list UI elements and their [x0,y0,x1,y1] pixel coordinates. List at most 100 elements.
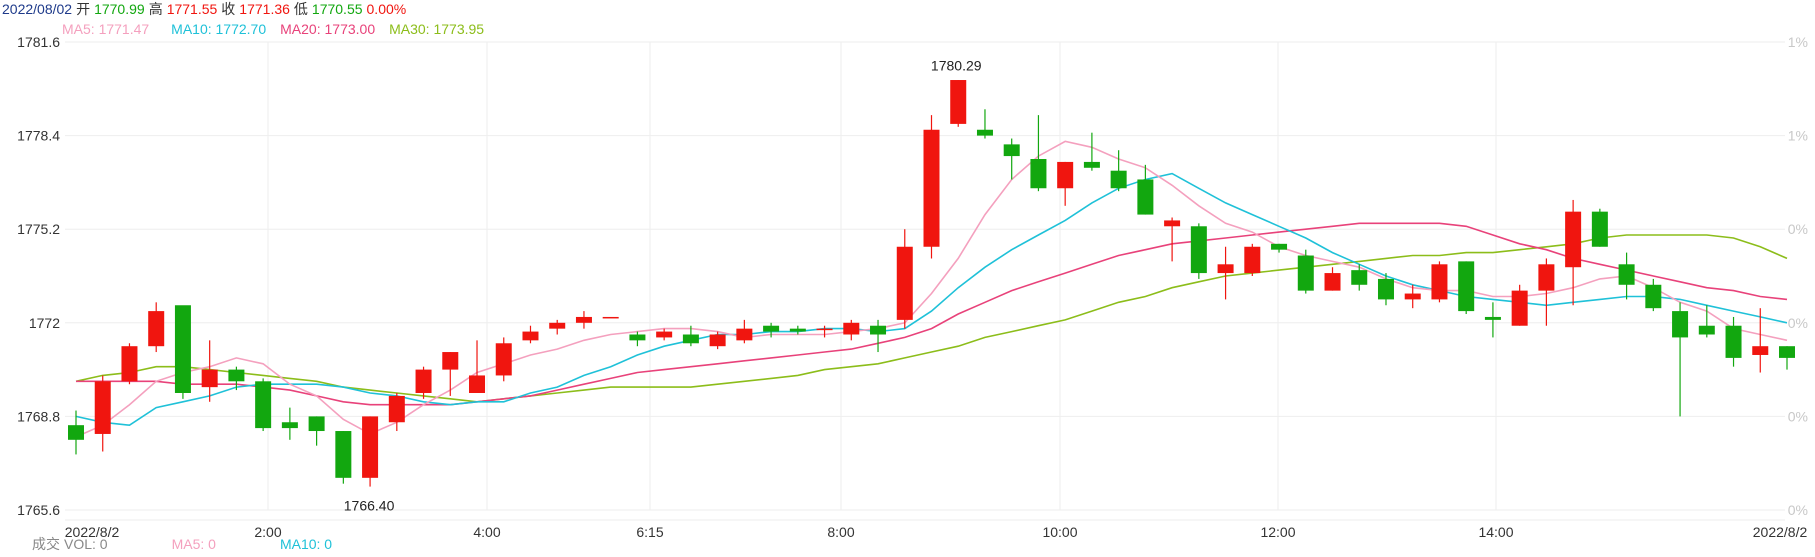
candle [976,109,993,139]
moving-average-lines [75,140,1788,438]
candle [1137,164,1154,215]
candle-body [1110,170,1127,189]
candle-body [228,369,245,382]
candle [174,305,191,399]
x-tick-label: 2022/8/2 [65,524,120,540]
candle-body [308,416,325,432]
candle [1431,261,1448,303]
candle-body [1779,346,1795,358]
bar-date: 2022/08/02 [2,1,73,17]
y-tick-label: 1768.8 [17,408,60,424]
candle [121,343,138,385]
candle [495,337,512,382]
candle [763,322,780,338]
candle-body [1164,220,1181,227]
change-value: 0.00% [366,1,407,17]
candle [682,325,699,347]
candle-body [469,375,486,393]
right-tick-label: 0% [1788,221,1808,237]
candle-body [976,129,993,136]
candle [575,311,592,329]
candle-body [1618,264,1635,285]
right-tick-label: 1% [1788,128,1808,144]
ma30-legend: MA30: 1773.95 [389,21,485,37]
candle [549,319,566,335]
candle-body [1725,325,1742,358]
candle [789,325,806,335]
ma30-line [75,234,1788,403]
candle-body [442,352,459,370]
candle [1725,316,1742,367]
y-tick-label: 1778.4 [17,128,60,144]
y-tick-label: 1772 [29,315,60,331]
candle-body [763,325,780,332]
candle-body [1404,293,1421,300]
grid-lines [65,41,1785,521]
low-annotation: 1766.40 [344,498,395,514]
candle-body [1672,311,1689,338]
close-value: 1771.36 [239,1,290,17]
candle [522,325,539,344]
candle [362,416,379,487]
candle-body [950,80,967,124]
candle [1779,346,1795,370]
open-label: 开 [76,1,91,17]
ma10-legend: MA10: 1772.70 [171,21,267,37]
candle [1351,264,1368,291]
candle-body [335,431,352,478]
candle [442,352,459,396]
candle [1752,308,1769,373]
candle-body [1565,211,1582,268]
y-tick-label: 1781.6 [17,34,60,50]
candle-body [1003,144,1020,157]
candle-body [1431,264,1448,300]
candle [1030,115,1047,192]
candle [94,375,111,452]
candle-body [362,416,379,478]
low-value: 1770.55 [311,1,363,17]
candle [656,328,673,341]
candle-body [682,334,699,344]
candle [1057,161,1074,206]
candle-body [1645,284,1662,309]
vol-value: VOL: 0 [64,536,108,552]
right-tick-label: 1% [1788,34,1808,50]
candle-body [843,322,860,335]
candle-body [174,305,191,393]
candle [896,229,913,329]
ma10-line [75,172,1788,427]
candle-body [816,328,833,331]
candle-body [201,369,218,388]
right-tick-label: 0% [1788,502,1808,518]
candle [148,302,165,353]
candle [1698,305,1715,338]
candle [1511,284,1528,326]
candle-body [1698,325,1715,335]
candle-body [415,369,432,393]
x-tick-label: 4:00 [473,524,500,540]
candle-body [736,328,753,341]
candle-body [495,343,512,376]
candle [201,340,218,402]
candle [1083,132,1100,171]
axis-labels: 1781.6 1% 1778.4 1% 1775.2 0% 1772 0% 1768.8 0% 17… [17,34,1808,540]
candles [68,80,1795,487]
volume-label: 成交 [32,536,60,552]
candle [870,319,887,353]
candle-body [1057,161,1074,189]
candle-body [522,331,539,341]
candle [602,316,619,319]
volume-legend: 成交 VOL: 0 MA5: 0 MA10: 0 [32,535,336,553]
candle [255,378,272,432]
candle [1484,302,1501,338]
candle [1271,243,1288,253]
candle-body [789,328,806,332]
candle [1404,284,1421,309]
candle [1164,217,1181,262]
candle [281,407,298,440]
candle [388,393,405,432]
candle-body [1484,316,1501,320]
candle [843,319,860,341]
candle-body [148,311,165,347]
